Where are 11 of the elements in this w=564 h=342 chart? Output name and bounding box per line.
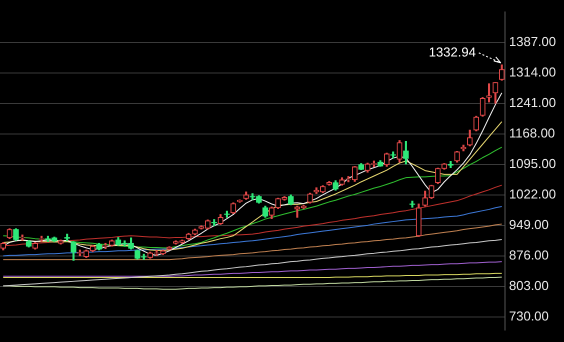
y-tick-label: 1387.00 — [509, 34, 556, 49]
annotation: 1332.94 — [428, 44, 476, 60]
y-tick-label: 876.00 — [509, 247, 549, 262]
y-tick-label: 730.00 — [509, 308, 549, 324]
y-tick-label: 1022.00 — [509, 186, 556, 202]
y-tick-label: 1168.00 — [509, 125, 556, 140]
y-tick-label: 1314.00 — [509, 64, 556, 80]
y-tick-label: 803.00 — [509, 278, 549, 293]
y-tick-label: 949.00 — [509, 216, 549, 232]
y-tick-label: 1241.00 — [509, 94, 556, 110]
y-tick-label: 1095.00 — [509, 156, 556, 171]
